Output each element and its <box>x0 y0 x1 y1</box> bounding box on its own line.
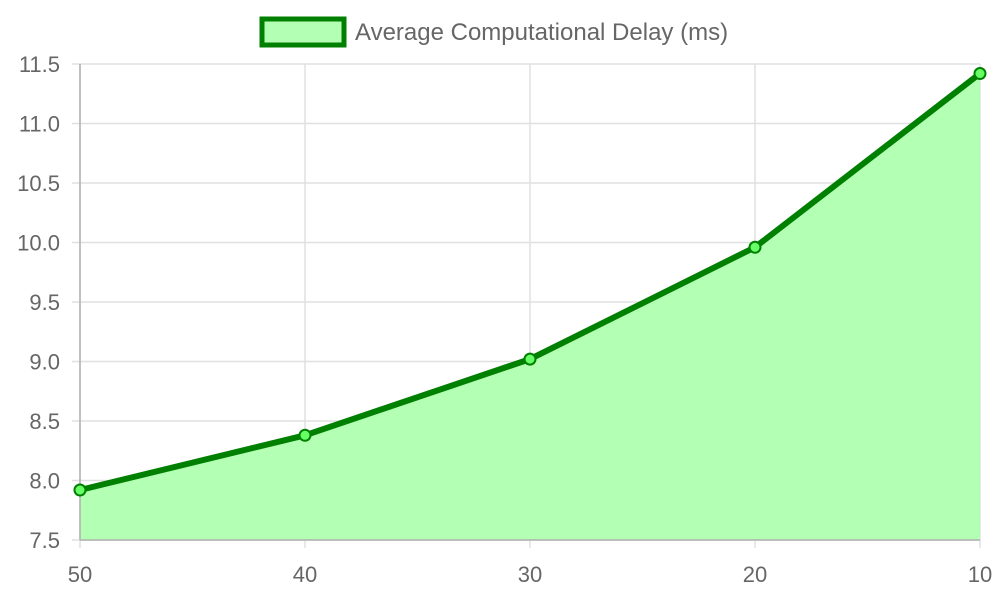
x-tick-label: 20 <box>743 562 767 587</box>
x-tick-label: 10 <box>968 562 992 587</box>
y-tick-label: 10.0 <box>17 231 60 256</box>
data-point[interactable] <box>523 352 537 366</box>
y-tick-label: 7.5 <box>29 528 60 553</box>
data-point[interactable] <box>748 240 762 254</box>
y-tick-labels: 7.5 8.0 8.5 9.0 9.5 10.0 10.5 11.0 11.5 <box>17 52 60 553</box>
legend[interactable]: Average Computational Delay (ms) <box>259 16 728 48</box>
x-tick-label: 40 <box>293 562 317 587</box>
y-tick-label: 9.0 <box>29 350 60 375</box>
y-tick-label: 11.0 <box>19 112 60 137</box>
x-tick-label: 50 <box>68 562 92 587</box>
legend-swatch[interactable] <box>259 16 347 48</box>
points-layer <box>73 67 987 497</box>
y-tick-label: 10.5 <box>17 171 60 196</box>
data-point[interactable] <box>73 483 87 497</box>
legend-label[interactable]: Average Computational Delay (ms) <box>355 19 728 46</box>
y-tick-label: 9.5 <box>29 290 60 315</box>
y-tick-label: 11.5 <box>19 52 60 77</box>
x-tick-label: 30 <box>518 562 542 587</box>
x-tick-labels: 50 40 30 20 10 <box>68 562 992 587</box>
data-point[interactable] <box>973 67 987 81</box>
series-area-fill <box>80 73 980 541</box>
y-tick-label: 8.0 <box>29 469 60 494</box>
y-tick-label: 8.5 <box>29 409 60 434</box>
axes <box>79 64 980 541</box>
data-point[interactable] <box>298 428 312 442</box>
